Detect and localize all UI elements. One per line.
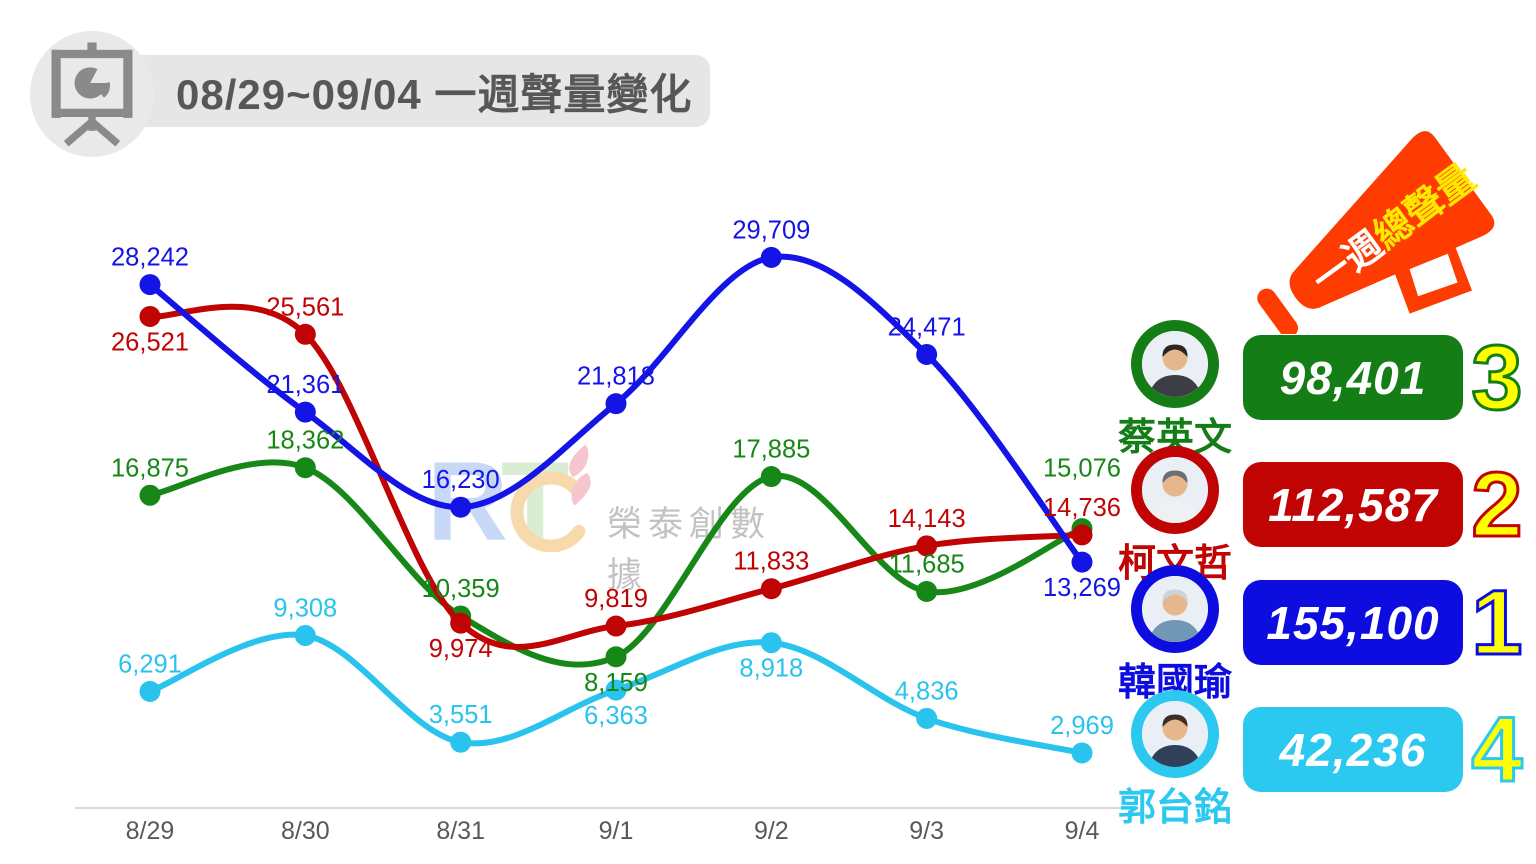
data-point-郭台銘 — [605, 679, 627, 701]
data-point-韓國瑜 — [294, 401, 316, 423]
total-volume-value: 155,100 — [1266, 596, 1440, 649]
data-label-蔡英文: 18,362 — [266, 427, 344, 455]
data-label-柯文哲: 14,736 — [1043, 494, 1121, 522]
data-point-郭台銘 — [294, 624, 316, 646]
x-tick-label: 8/30 — [281, 817, 330, 845]
data-label-郭台銘: 6,291 — [118, 650, 182, 678]
data-point-柯文哲 — [139, 305, 161, 327]
data-label-蔡英文: 15,076 — [1043, 455, 1121, 483]
data-label-韓國瑜: 13,269 — [1043, 574, 1121, 602]
data-label-韓國瑜: 21,818 — [577, 363, 655, 391]
total-volume-value: 112,587 — [1268, 478, 1438, 531]
data-point-韓國瑜 — [916, 343, 938, 365]
data-point-韓國瑜 — [1071, 551, 1093, 573]
data-label-柯文哲: 26,521 — [111, 328, 189, 356]
data-point-蔡英文 — [139, 484, 161, 506]
megaphone-handle-bar — [1257, 288, 1299, 334]
page-title: 08/29~09/04 一週聲量變化 — [176, 70, 693, 118]
data-point-郭台銘 — [139, 680, 161, 702]
data-label-蔡英文: 11,685 — [889, 550, 965, 578]
data-point-郭台銘 — [760, 632, 782, 654]
data-label-蔡英文: 10,359 — [422, 575, 500, 603]
x-tick-label: 9/3 — [909, 817, 944, 845]
data-point-韓國瑜 — [605, 393, 627, 415]
data-label-柯文哲: 11,833 — [733, 548, 809, 576]
x-tick-label: 9/4 — [1065, 817, 1100, 845]
data-label-柯文哲: 25,561 — [266, 293, 344, 321]
data-label-韓國瑜: 29,709 — [732, 216, 810, 244]
avatar-gou — [1131, 690, 1219, 778]
data-label-柯文哲: 14,143 — [888, 505, 966, 533]
data-label-韓國瑜: 16,230 — [422, 466, 500, 494]
x-tick-label: 8/29 — [126, 817, 175, 845]
data-label-柯文哲: 9,974 — [429, 635, 493, 663]
data-point-蔡英文 — [605, 646, 627, 668]
data-point-蔡英文 — [294, 457, 316, 479]
watermark: R T 榮泰創數據 — [425, 444, 805, 595]
avatar-photo — [1142, 331, 1208, 397]
megaphone-cone — [1289, 131, 1495, 309]
rank-number: 1 — [1470, 572, 1524, 674]
data-point-柯文哲 — [760, 578, 782, 600]
data-point-郭台銘 — [1071, 742, 1093, 764]
data-point-韓國瑜 — [760, 246, 782, 268]
chart-icon-circle — [30, 31, 154, 157]
x-tick-label: 8/31 — [436, 817, 485, 845]
data-point-柯文哲 — [1071, 524, 1093, 546]
title-bar: 08/29~09/04 一週聲量變化 — [128, 55, 710, 127]
x-tick-label: 9/1 — [599, 817, 634, 845]
avatar-ko — [1131, 446, 1219, 534]
data-label-蔡英文: 8,159 — [584, 669, 648, 697]
data-point-蔡英文 — [760, 466, 782, 488]
data-point-郭台銘 — [916, 707, 938, 729]
data-label-韓國瑜: 21,361 — [266, 371, 344, 399]
data-label-郭台銘: 2,969 — [1050, 712, 1114, 740]
watermark-letter-c-ring — [510, 471, 592, 552]
candidate-name: 郭台銘 — [1117, 787, 1232, 829]
data-point-韓國瑜 — [139, 274, 161, 296]
avatar-han — [1131, 565, 1219, 653]
data-label-郭台銘: 8,918 — [739, 655, 803, 683]
total-volume-box: 42,236 — [1243, 707, 1463, 792]
presentation-chart-icon — [51, 42, 133, 146]
avatar-photo — [1142, 701, 1208, 767]
data-label-郭台銘: 4,836 — [895, 677, 959, 705]
data-label-郭台銘: 9,308 — [273, 594, 337, 622]
data-label-蔡英文: 17,885 — [732, 436, 810, 464]
rank-number: 3 — [1470, 327, 1524, 429]
data-point-柯文哲 — [294, 323, 316, 345]
data-label-韓國瑜: 28,242 — [111, 244, 189, 272]
data-label-郭台銘: 6,363 — [584, 702, 648, 730]
x-tick-label: 9/2 — [754, 817, 789, 845]
data-label-蔡英文: 16,875 — [111, 454, 189, 482]
rank-number: 4 — [1470, 699, 1524, 801]
total-volume-value: 42,236 — [1279, 723, 1427, 776]
data-point-韓國瑜 — [450, 496, 472, 518]
megaphone-grip — [1391, 240, 1473, 314]
watermark-brand-text: 榮泰創數據 — [607, 505, 772, 595]
total-volume-value: 98,401 — [1279, 351, 1427, 404]
data-point-柯文哲 — [605, 615, 627, 637]
rank-number: 2 — [1470, 454, 1524, 556]
data-point-柯文哲 — [450, 612, 472, 634]
avatar-tsai — [1131, 320, 1219, 408]
data-label-郭台銘: 3,551 — [429, 701, 493, 729]
total-volume-box: 98,401 — [1243, 335, 1463, 420]
avatar-photo — [1142, 457, 1208, 523]
megaphone-icon: 一週總聲量 — [1257, 131, 1495, 334]
total-volume-box: 155,100 — [1243, 580, 1463, 665]
watermark-flame-icon — [569, 444, 591, 506]
avatar-photo — [1142, 576, 1208, 642]
data-point-郭台銘 — [450, 731, 472, 753]
data-label-韓國瑜: 24,471 — [888, 313, 966, 341]
data-point-柯文哲 — [916, 535, 938, 557]
data-label-柯文哲: 9,819 — [584, 585, 648, 613]
total-volume-box: 112,587 — [1243, 462, 1463, 547]
data-point-蔡英文 — [916, 580, 938, 602]
